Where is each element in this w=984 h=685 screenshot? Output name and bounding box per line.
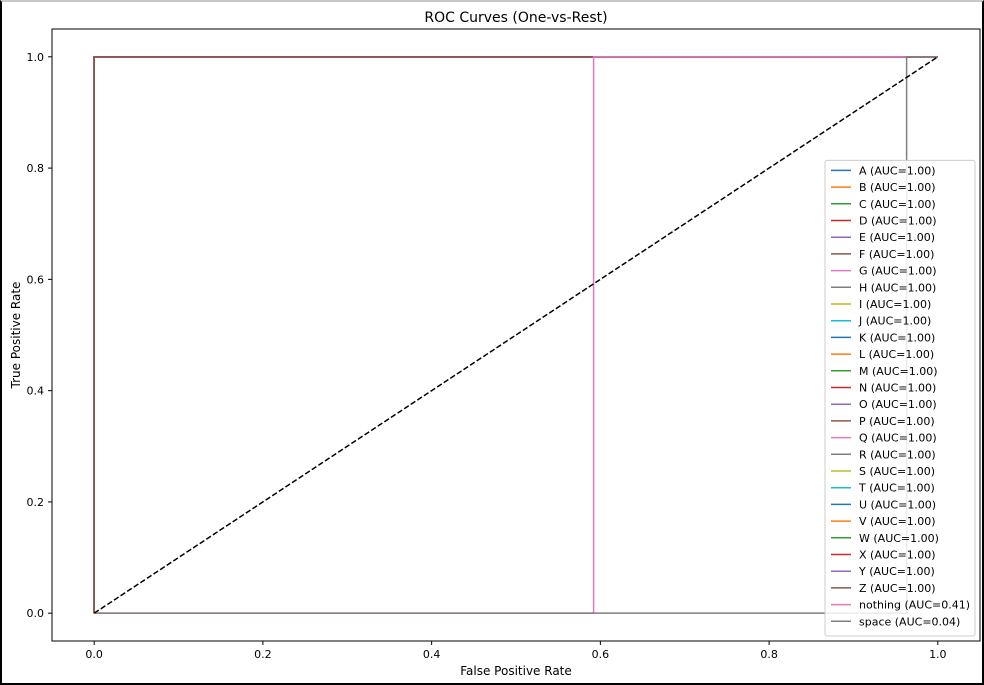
legend-box bbox=[824, 159, 976, 637]
legend: A (AUC=1.00) B (AUC=1.00) C (AUC=1.00) D (A… bbox=[824, 159, 976, 637]
y-tick-label: 0.2 bbox=[27, 496, 45, 509]
legend-entry: D (AUC=1.00) bbox=[859, 215, 937, 228]
legend-entry: K (AUC=1.00) bbox=[859, 331, 935, 344]
legend-entry: F (AUC=1.00) bbox=[859, 248, 934, 261]
legend-entry: nothing (AUC=0.41) bbox=[859, 599, 970, 612]
legend-entry: V (AUC=1.00) bbox=[859, 515, 936, 528]
x-tick-label: 0.4 bbox=[423, 648, 441, 661]
x-ticks: 0.0 0.2 0.4 0.6 0.8 1.0 bbox=[85, 641, 947, 661]
legend-entry: O (AUC=1.00) bbox=[859, 398, 937, 411]
y-tick-label: 0.8 bbox=[27, 162, 45, 175]
y-tick-label: 0.4 bbox=[27, 385, 45, 398]
y-tick-label: 1.0 bbox=[27, 51, 45, 64]
x-tick-label: 0.8 bbox=[760, 648, 778, 661]
x-tick-label: 0.6 bbox=[592, 648, 610, 661]
legend-entry: H (AUC=1.00) bbox=[859, 281, 936, 294]
legend-entry: Z (AUC=1.00) bbox=[859, 582, 936, 595]
y-axis-label: True Positive Rate bbox=[9, 282, 23, 390]
legend-entry: N (AUC=1.00) bbox=[859, 382, 936, 395]
x-axis-label: False Positive Rate bbox=[460, 664, 572, 678]
y-ticks: 0.0 0.2 0.4 0.6 0.8 1.0 bbox=[27, 51, 52, 620]
legend-entry: L (AUC=1.00) bbox=[859, 348, 934, 361]
legend-entry: X (AUC=1.00) bbox=[859, 549, 936, 562]
x-tick-label: 0.2 bbox=[254, 648, 272, 661]
legend-entry: U (AUC=1.00) bbox=[859, 498, 936, 511]
legend-entry: Y (AUC=1.00) bbox=[858, 565, 935, 578]
chance-diagonal-line bbox=[93, 56, 939, 614]
legend-entry: Q (AUC=1.00) bbox=[859, 432, 937, 445]
legend-entry: W (AUC=1.00) bbox=[859, 532, 939, 545]
legend-entry: B (AUC=1.00) bbox=[859, 181, 936, 194]
legend-entry: E (AUC=1.00) bbox=[859, 231, 935, 244]
legend-entry: A (AUC=1.00) bbox=[859, 164, 936, 177]
plot-marks bbox=[93, 56, 939, 614]
y-tick-label: 0.0 bbox=[27, 607, 45, 620]
y-tick-label: 0.6 bbox=[27, 273, 45, 286]
legend-entry: J (AUC=1.00) bbox=[858, 315, 931, 328]
x-tick-label: 0.0 bbox=[85, 648, 103, 661]
legend-entry: space (AUC=0.04) bbox=[859, 615, 960, 628]
chart-title: ROC Curves (One-vs-Rest) bbox=[424, 10, 607, 26]
axes-frame bbox=[51, 28, 981, 642]
legend-entry: P (AUC=1.00) bbox=[859, 415, 935, 428]
legend-entry: C (AUC=1.00) bbox=[859, 198, 936, 211]
legend-entry: M (AUC=1.00) bbox=[859, 365, 938, 378]
legend-entry: S (AUC=1.00) bbox=[859, 465, 935, 478]
legend-entry: I (AUC=1.00) bbox=[859, 298, 931, 311]
legend-entry: G (AUC=1.00) bbox=[859, 265, 937, 278]
legend-entry: R (AUC=1.00) bbox=[859, 448, 936, 461]
x-tick-label: 1.0 bbox=[929, 648, 947, 661]
legend-entry: T (AUC=1.00) bbox=[858, 482, 935, 495]
